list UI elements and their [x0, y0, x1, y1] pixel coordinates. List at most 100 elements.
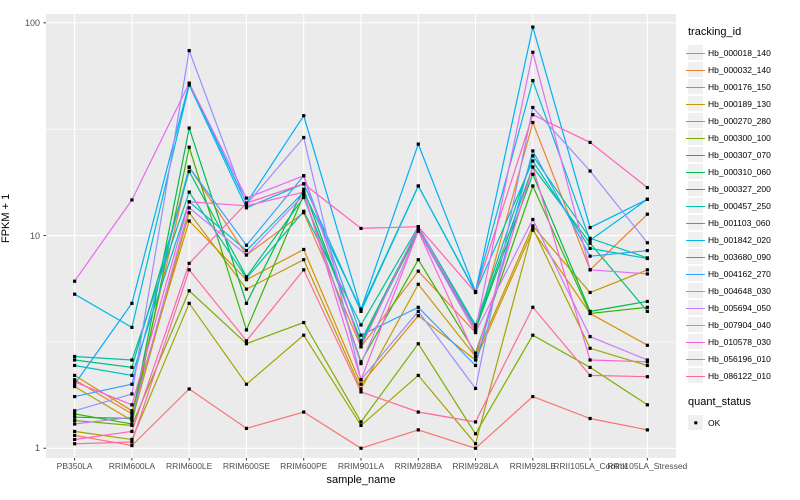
data-point: [645, 256, 649, 261]
legend-key-swatch: [686, 164, 705, 179]
data-point: [73, 394, 77, 399]
legend-key-point: [688, 415, 703, 430]
data-point: [645, 305, 649, 309]
data-point: [588, 225, 592, 230]
legend-entry-Hb_001842_020: Hb_001842_020: [686, 231, 798, 248]
legend-label: Hb_000327_200: [708, 183, 771, 194]
data-point: [645, 309, 649, 313]
legend-entry-Hb_000032_140: Hb_000032_140: [686, 61, 798, 78]
point-icon: [693, 420, 698, 425]
legend-entry-Hb_000300_100: Hb_000300_100: [686, 129, 798, 146]
y-tick-label-1: 1: [34, 443, 40, 454]
data-point: [473, 290, 478, 295]
legend-key-swatch: [686, 283, 705, 298]
legend-label: Hb_007904_040: [708, 319, 771, 330]
data-point: [130, 412, 134, 416]
legend-label: Hb_004162_270: [708, 268, 771, 279]
data-point: [359, 307, 363, 311]
data-point: [588, 334, 592, 339]
line-swatch-icon: [686, 86, 705, 88]
data-point: [531, 105, 535, 110]
x-axis-title: sample_name: [326, 474, 396, 486]
data-point: [531, 154, 535, 158]
data-point: [588, 241, 592, 245]
data-point: [473, 330, 478, 335]
data-point: [359, 342, 363, 346]
data-point: [531, 25, 535, 29]
data-point: [416, 184, 420, 188]
legend-entry-Hb_000018_140: Hb_000018_140: [686, 44, 798, 61]
data-point: [588, 140, 592, 145]
data-point: [244, 426, 249, 430]
data-point: [187, 145, 191, 149]
data-point: [302, 209, 306, 213]
data-point: [302, 195, 306, 200]
data-point: [130, 198, 134, 202]
data-point: [130, 301, 134, 305]
data-point: [359, 333, 363, 337]
data-point: [130, 382, 134, 386]
data-point: [244, 342, 249, 346]
data-point: [531, 120, 535, 125]
data-point: [645, 428, 649, 432]
legend-key-swatch: [686, 215, 705, 230]
data-point: [73, 418, 77, 423]
legend-label: Hb_000032_140: [708, 64, 771, 75]
data-point: [302, 333, 306, 337]
line-swatch-icon: [686, 290, 705, 292]
data-point: [416, 282, 420, 286]
data-point: [73, 292, 77, 296]
legend-title-quant-status: quant_status: [688, 396, 751, 408]
data-point: [645, 268, 649, 272]
legend-label: OK: [708, 417, 721, 428]
data-point: [302, 247, 306, 252]
data-point: [531, 50, 535, 54]
line-swatch-icon: [686, 154, 705, 156]
data-point: [244, 287, 249, 291]
data-point: [359, 387, 363, 391]
data-point: [473, 351, 478, 355]
data-point: [73, 363, 77, 368]
legend-label: Hb_001842_020: [708, 234, 771, 245]
data-point: [244, 382, 249, 386]
legend-key-swatch: [686, 300, 705, 315]
data-point: [473, 446, 478, 450]
data-point: [302, 187, 306, 191]
data-point: [187, 81, 191, 85]
data-point: [73, 433, 77, 437]
legend-entry-Hb_003680_090: Hb_003680_090: [686, 248, 798, 265]
data-point: [416, 225, 420, 229]
legend-key-swatch: [686, 232, 705, 247]
legend-label: Hb_000300_100: [708, 132, 771, 143]
legend-label: Hb_056196_010: [708, 353, 771, 364]
data-point: [302, 190, 306, 194]
data-point: [187, 49, 191, 53]
data-point: [73, 412, 77, 416]
legend-key-swatch: [686, 79, 705, 94]
data-point: [588, 311, 592, 316]
data-point: [302, 410, 306, 414]
data-point: [302, 193, 306, 197]
legend-entry-Hb_086122_010: Hb_086122_010: [686, 367, 798, 384]
legend-entry-Hb_010578_030: Hb_010578_030: [686, 333, 798, 350]
data-point: [531, 394, 535, 399]
y-tick-label-100: 100: [24, 17, 40, 28]
data-point: [645, 360, 649, 364]
data-point: [359, 323, 363, 327]
data-point: [244, 196, 249, 200]
legend-label: Hb_000307_070: [708, 149, 771, 160]
data-point: [531, 184, 535, 188]
data-point: [187, 387, 191, 391]
legend-entry-Hb_000307_070: Hb_000307_070: [686, 146, 798, 163]
legend-label: Hb_004648_030: [708, 285, 771, 296]
legend-key-swatch: [686, 334, 705, 349]
data-point: [302, 258, 306, 262]
data-point: [416, 305, 420, 309]
data-point: [73, 382, 77, 386]
data-point: [130, 325, 134, 329]
data-point: [187, 301, 191, 305]
data-point: [473, 328, 478, 332]
data-point: [130, 418, 134, 423]
legend-entry-Hb_005694_050: Hb_005694_050: [686, 299, 798, 316]
